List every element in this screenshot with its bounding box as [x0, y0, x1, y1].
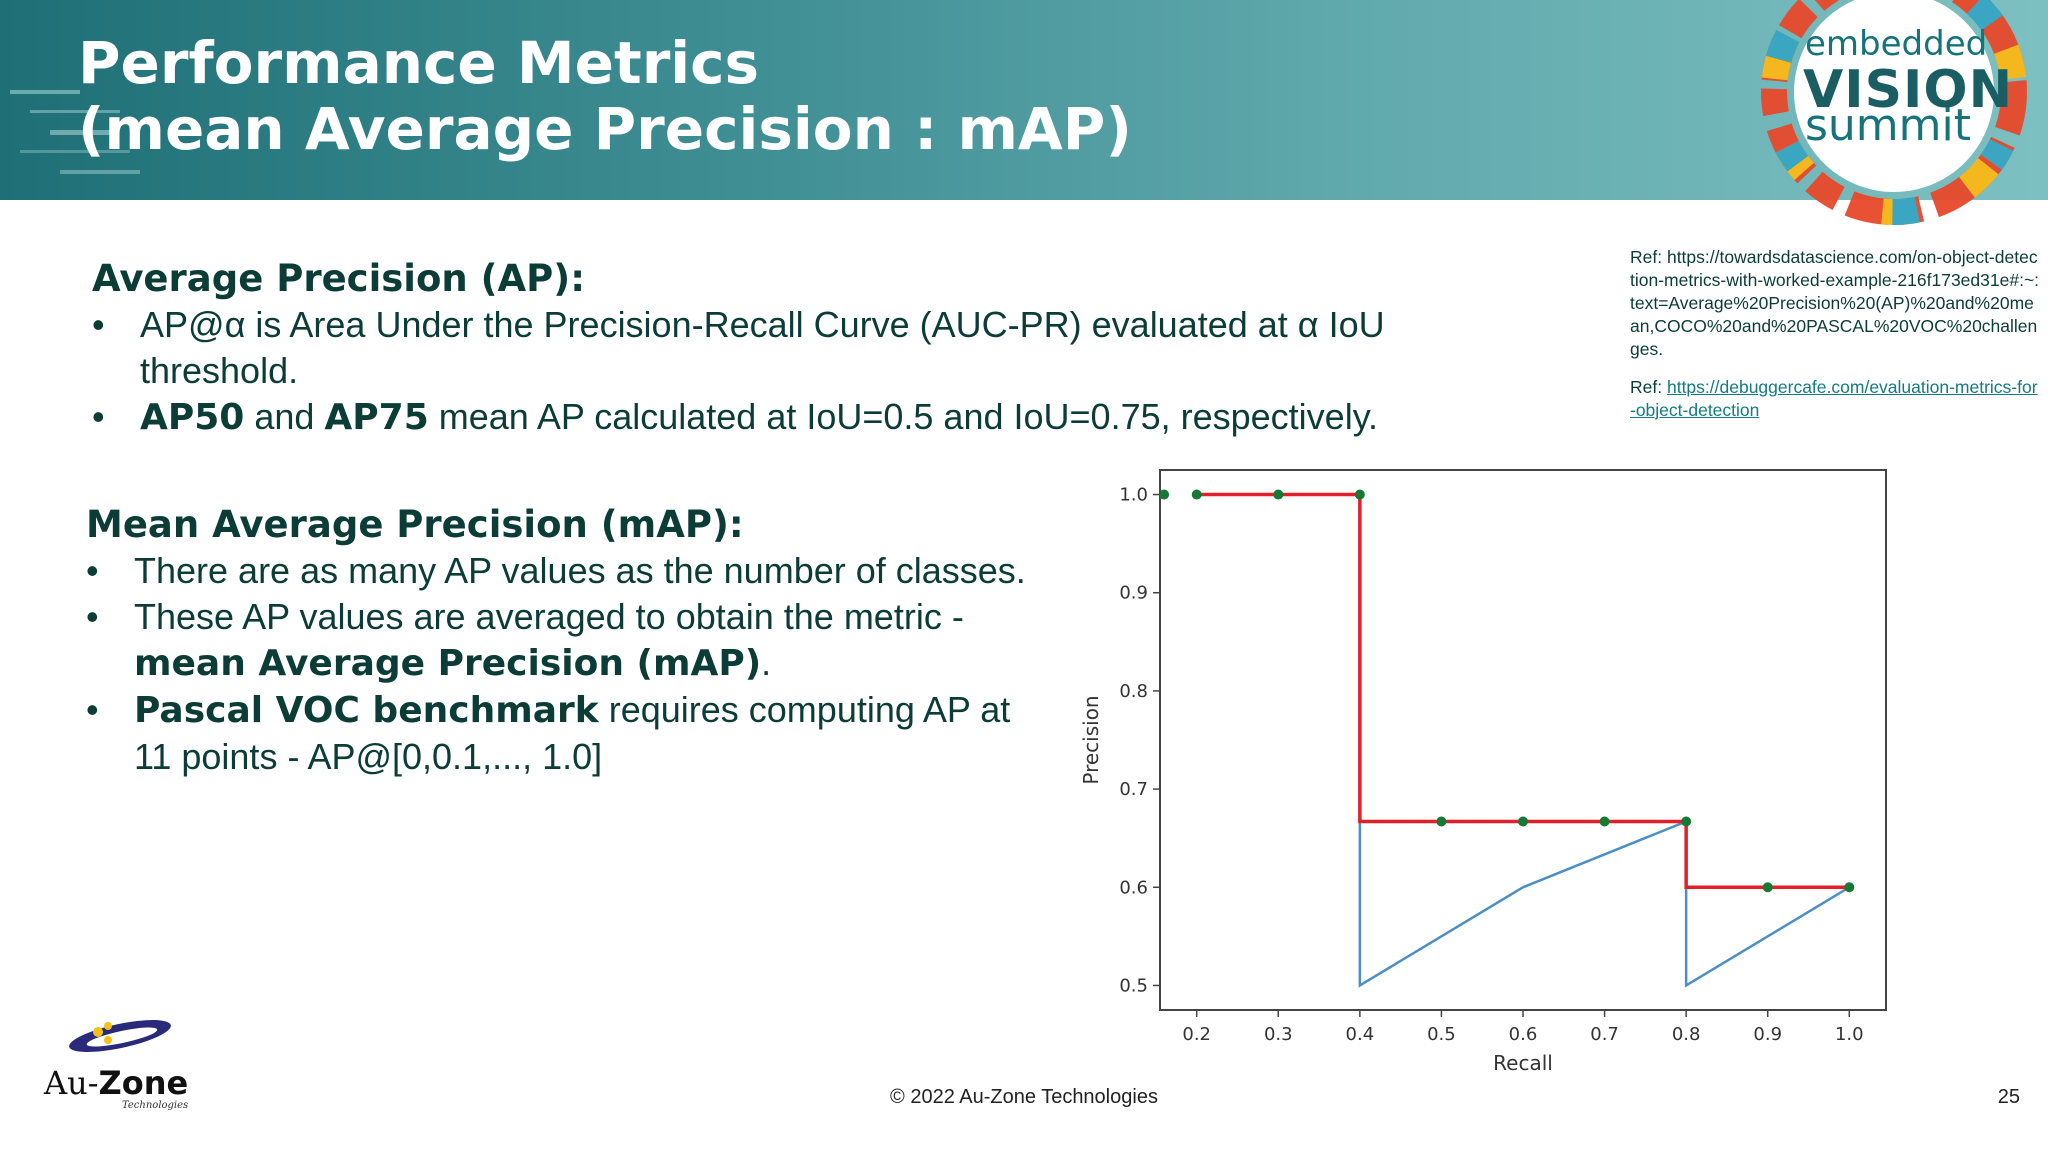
ap-bullet-1: AP@α is Area Under the Precision-Recall …: [92, 302, 1512, 394]
au-zone-name: Au-Zone: [44, 1064, 188, 1102]
x-tick-label: 0.6: [1509, 1024, 1538, 1045]
data-point: [1844, 882, 1855, 893]
x-tick-label: 0.4: [1346, 1024, 1375, 1045]
x-axis-label: Recall: [1493, 1051, 1553, 1075]
reference-2-link[interactable]: https://debuggercafe.com/evaluation-metr…: [1630, 377, 2038, 420]
ap75-term: AP75: [324, 397, 429, 438]
y-tick-label: 0.6: [1119, 877, 1148, 898]
chart-frame: [1159, 469, 1887, 1011]
reference-2-prefix: Ref:: [1630, 377, 1667, 397]
page-number: 25: [1997, 1086, 2020, 1108]
x-tick-label: 1.0: [1835, 1024, 1864, 1045]
au-zone-prefix: Au-: [44, 1064, 99, 1102]
map-heading: Mean Average Precision (mAP):: [86, 503, 744, 546]
logo-word-summit: summit: [1805, 100, 1972, 151]
data-point: [1273, 489, 1284, 500]
x-tick-label: 0.2: [1182, 1024, 1211, 1045]
map-bullet-3-rest: requires computing AP at 11 points - AP@…: [134, 689, 1011, 777]
map-bullet-2: These AP values are averaged to obtain t…: [86, 594, 1046, 687]
map-bullet-2-end: .: [761, 642, 772, 683]
au-zone-logo-mark: [69, 1020, 171, 1052]
data-point: [1681, 816, 1692, 827]
chart-x-axis: 0.2 0.3 0.4 0.5 0.6 0.7 0.8 0.9 1.0: [1182, 1010, 1864, 1045]
data-point: [1599, 816, 1610, 827]
precision-recall-chart: 0.2 0.3 0.4 0.5 0.6 0.7 0.8 0.9 1.0 0.5 0.6 0.7 0.8…: [1079, 469, 1887, 1075]
chart-plot-area: [1159, 469, 1887, 1011]
y-tick-label: 0.8: [1119, 681, 1148, 702]
ap-bullet-2-rest: mean AP calculated at IoU=0.5 and IoU=0.…: [428, 396, 1379, 437]
map-bullet-2-text: These AP values are averaged to obtain t…: [134, 596, 964, 637]
logo-word-vision: VISION: [1803, 60, 2014, 120]
x-tick-label: 0.9: [1753, 1024, 1782, 1045]
y-axis-label: Precision: [1079, 695, 1103, 784]
map-bullet-1: There are as many AP values as the numbe…: [86, 548, 1046, 594]
page-title: Performance Metrics (mean Average Precis…: [78, 30, 1678, 162]
y-tick-label: 1.0: [1119, 485, 1148, 506]
x-tick-label: 0.5: [1427, 1024, 1456, 1045]
ap-bullet-list: AP@α is Area Under the Precision-Recall …: [92, 302, 1512, 441]
ap50-term: AP50: [140, 397, 245, 438]
title-line-1: Performance Metrics: [78, 29, 760, 97]
header-decoration: [10, 90, 140, 174]
y-tick-label: 0.9: [1119, 583, 1148, 604]
logo-word-embedded: embedded: [1805, 24, 1988, 64]
ap-heading: Average Precision (AP):: [92, 257, 585, 300]
title-line-2: (mean Average Precision : mAP): [78, 95, 1132, 163]
x-tick-label: 0.3: [1264, 1024, 1293, 1045]
reference-2: Ref: https://debuggercafe.com/evaluation…: [1630, 376, 2042, 422]
data-point: [1436, 816, 1447, 827]
x-tick-label: 0.7: [1590, 1024, 1619, 1045]
pascal-voc-term: Pascal VOC benchmark: [134, 690, 599, 731]
data-point: [1159, 489, 1170, 500]
map-bullet-3: Pascal VOC benchmark requires computing …: [86, 687, 1046, 780]
ap-bullet-2: AP50 and AP75 mean AP calculated at IoU=…: [92, 394, 1512, 441]
reference-1: Ref: https://towardsdatascience.com/on-o…: [1630, 247, 2040, 359]
data-point: [1762, 882, 1773, 893]
chart-y-axis: 0.5 0.6 0.7 0.8 0.9 1.0: [1119, 485, 1160, 996]
ap-bullet-2-mid: and: [244, 396, 325, 437]
data-point: [1518, 816, 1528, 827]
au-zone-bold: Zone: [98, 1064, 189, 1102]
slide-header: Performance Metrics (mean Average Precis…: [0, 0, 2048, 200]
embedded-vision-summit-logo: [1761, 0, 2027, 225]
x-tick-label: 0.8: [1672, 1024, 1701, 1045]
y-tick-label: 0.5: [1119, 975, 1148, 996]
chart-series-group: [1159, 489, 1855, 988]
data-point: [1354, 489, 1365, 500]
data-point: [1191, 489, 1202, 500]
map-bullet-list: There are as many AP values as the numbe…: [86, 548, 1046, 780]
map-term: mean Average Precision (mAP): [134, 643, 762, 684]
ap-section: Average Precision (AP): AP@α is Area Und…: [92, 256, 1512, 441]
au-zone-subtitle: Technologies: [122, 1100, 189, 1111]
map-section: Mean Average Precision (mAP): There are …: [86, 502, 1046, 780]
footer-copyright: © 2022 Au-Zone Technologies: [890, 1086, 1158, 1108]
y-tick-label: 0.7: [1119, 779, 1148, 800]
